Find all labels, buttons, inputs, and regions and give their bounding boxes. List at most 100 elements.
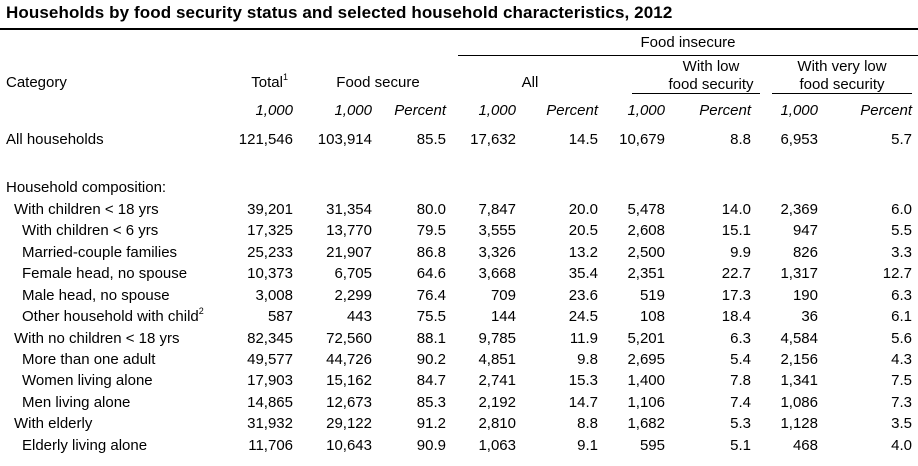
cell-food-secure-pct: 85.5 bbox=[416, 131, 446, 148]
header-all: All bbox=[521, 74, 539, 91]
cell-food-secure-pct: 90.9 bbox=[416, 437, 446, 454]
cell-low: 595 bbox=[639, 437, 665, 454]
cell-total: 49,577 bbox=[247, 351, 293, 368]
cell-insecure-all-pct: 11.9 bbox=[569, 330, 598, 347]
header-low-line1: With low bbox=[682, 58, 740, 75]
cell-food-secure: 29,122 bbox=[326, 415, 372, 432]
cell-insecure-all: 2,741 bbox=[478, 372, 516, 389]
row-label: Female head, no spouse bbox=[22, 265, 188, 282]
cell-insecure-all: 1,063 bbox=[478, 437, 516, 454]
cell-low-pct: 15.1 bbox=[721, 222, 751, 239]
cell-low-pct: 7.4 bbox=[730, 394, 751, 411]
header-very-low: With very low food security bbox=[772, 58, 912, 94]
unit-very-low-pct: Percent bbox=[860, 102, 912, 119]
cell-insecure-all-pct: 14.7 bbox=[568, 394, 598, 411]
table-row: Married-couple families 25,233 21,907 86.8 3… bbox=[0, 243, 918, 264]
cell-food-secure: 103,914 bbox=[317, 131, 372, 148]
unit-very-low: 1,000 bbox=[780, 102, 818, 119]
cell-food-secure: 21,907 bbox=[326, 244, 372, 261]
cell-total: 17,325 bbox=[247, 222, 293, 239]
cell-very-low-pct: 5.6 bbox=[891, 330, 912, 347]
cell-food-secure-pct: 90.2 bbox=[416, 351, 446, 368]
cell-very-low: 4,584 bbox=[780, 330, 818, 347]
cell-food-secure-pct: 76.4 bbox=[416, 287, 446, 304]
cell-very-low-pct: 6.1 bbox=[891, 308, 912, 325]
cell-very-low-pct: 5.7 bbox=[891, 131, 912, 148]
cell-insecure-all: 2,192 bbox=[478, 394, 516, 411]
cell-insecure-all-pct: 15.3 bbox=[568, 372, 598, 389]
top-rule bbox=[0, 28, 918, 30]
cell-low-pct: 14.0 bbox=[721, 201, 751, 218]
header-very-low-line2: food security bbox=[799, 76, 885, 93]
cell-low: 108 bbox=[639, 308, 665, 325]
cell-low-pct: 5.4 bbox=[730, 351, 751, 368]
table-row: Elderly living alone 11,706 10,643 90.9 1,06… bbox=[0, 436, 918, 457]
cell-low: 5,201 bbox=[627, 330, 665, 347]
cell-food-secure-pct: 79.5 bbox=[416, 222, 446, 239]
cell-food-secure: 13,770 bbox=[326, 222, 372, 239]
cell-very-low: 36 bbox=[801, 308, 818, 325]
cell-total: 10,373 bbox=[247, 265, 293, 282]
cell-low-pct: 18.4 bbox=[721, 308, 751, 325]
cell-total: 82,345 bbox=[247, 330, 293, 347]
cell-insecure-all: 7,847 bbox=[478, 201, 516, 218]
cell-total: 39,201 bbox=[247, 201, 293, 218]
cell-low-pct: 17.3 bbox=[721, 287, 751, 304]
table-row: All households 121,546 103,914 85.5 17,632 14… bbox=[0, 130, 918, 151]
cell-very-low-pct: 12.7 bbox=[882, 265, 912, 282]
cell-low: 5,478 bbox=[627, 201, 665, 218]
cell-food-secure: 2,299 bbox=[334, 287, 372, 304]
cell-food-secure: 31,354 bbox=[326, 201, 372, 218]
row-label: Men living alone bbox=[22, 394, 131, 411]
cell-total: 25,233 bbox=[247, 244, 293, 261]
cell-very-low: 190 bbox=[792, 287, 818, 304]
very-low-rule bbox=[772, 93, 912, 94]
table-row: With no children < 18 yrs 82,345 72,560 88.… bbox=[0, 329, 918, 350]
cell-insecure-all-pct: 8.8 bbox=[577, 415, 598, 432]
cell-insecure-all-pct: 9.8 bbox=[577, 351, 598, 368]
header-low: With low food security bbox=[636, 58, 786, 94]
cell-very-low: 1,086 bbox=[780, 394, 818, 411]
cell-total: 17,903 bbox=[247, 372, 293, 389]
row-label: Other household with child2 bbox=[22, 306, 204, 326]
cell-very-low: 1,317 bbox=[780, 265, 818, 282]
cell-low: 2,500 bbox=[627, 244, 665, 261]
cell-food-secure: 6,705 bbox=[334, 265, 372, 282]
cell-very-low-pct: 7.5 bbox=[891, 372, 912, 389]
unit-low: 1,000 bbox=[627, 102, 665, 119]
row-label: Household composition: bbox=[6, 179, 167, 196]
cell-low: 1,106 bbox=[627, 394, 665, 411]
cell-low: 10,679 bbox=[619, 131, 665, 148]
table-row: With elderly 31,932 29,122 91.2 2,810 8.8 1,68… bbox=[0, 414, 918, 435]
cell-food-secure: 12,673 bbox=[326, 394, 372, 411]
cell-food-secure-pct: 64.6 bbox=[416, 265, 446, 282]
row-label: Married-couple families bbox=[22, 244, 178, 261]
cell-very-low: 2,156 bbox=[780, 351, 818, 368]
cell-insecure-all-pct: 9.1 bbox=[577, 437, 598, 454]
cell-low: 2,695 bbox=[627, 351, 665, 368]
unit-food-secure: 1,000 bbox=[334, 102, 372, 119]
table-row: With children < 6 yrs 17,325 13,770 79.5 3,5… bbox=[0, 221, 918, 242]
cell-total: 11,706 bbox=[248, 437, 293, 454]
cell-food-secure-pct: 75.5 bbox=[416, 308, 446, 325]
cell-insecure-all-pct: 23.6 bbox=[568, 287, 598, 304]
cell-food-secure: 72,560 bbox=[326, 330, 372, 347]
cell-very-low: 826 bbox=[792, 244, 818, 261]
cell-very-low-pct: 6.3 bbox=[891, 287, 912, 304]
cell-food-secure-pct: 80.0 bbox=[416, 201, 446, 218]
row-label-footnote: 2 bbox=[198, 306, 204, 316]
row-label: Women living alone bbox=[22, 372, 153, 389]
unit-total: 1,000 bbox=[255, 102, 293, 119]
row-label: With elderly bbox=[14, 415, 93, 432]
cell-insecure-all: 9,785 bbox=[478, 330, 516, 347]
row-label: Elderly living alone bbox=[22, 437, 148, 454]
cell-very-low: 468 bbox=[792, 437, 818, 454]
header-very-low-line1: With very low bbox=[797, 58, 887, 75]
table-row: Male head, no spouse 3,008 2,299 76.4 709 23.… bbox=[0, 286, 918, 307]
cell-insecure-all: 3,555 bbox=[478, 222, 516, 239]
header-low-line2: food security bbox=[668, 76, 754, 93]
table-row: Other household with child2 587 443 75.5 144… bbox=[0, 307, 918, 328]
cell-very-low-pct: 4.3 bbox=[891, 351, 912, 368]
unit-low-pct: Percent bbox=[699, 102, 751, 119]
cell-low: 519 bbox=[639, 287, 665, 304]
